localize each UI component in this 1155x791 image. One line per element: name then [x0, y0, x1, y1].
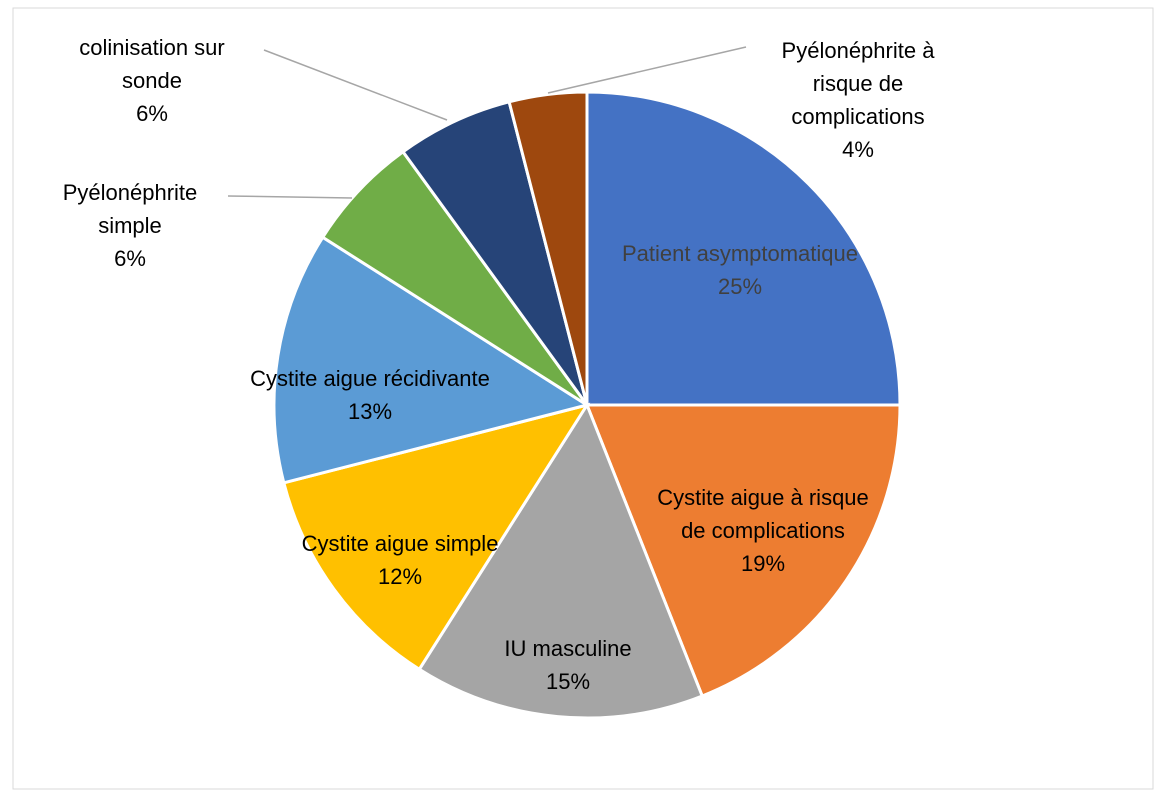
slice-label: colinisation sur sonde 6% [52, 31, 252, 130]
value-label: 12% [377, 564, 423, 589]
slice-label: Pyélonéphrite simple 6% [30, 176, 230, 275]
value-label: 13% [347, 399, 393, 424]
category-label: Cystite aigue à risque de complications [657, 484, 869, 543]
slice-label: Pyélonéphrite à risque de complications 4… [758, 34, 958, 166]
leader-line [263, 49, 448, 121]
slice-label: Cystite aigue à risque de complications 1… [643, 481, 883, 580]
value-label: 4% [842, 137, 874, 162]
pie-slice [400, 100, 589, 406]
slice-label: Cystite aigue simple 12% [280, 527, 520, 593]
pie-slice [584, 403, 902, 698]
pie-slice [272, 235, 591, 485]
slice-label: Patient asymptomatique 25% [620, 237, 860, 303]
pie-slice [320, 149, 589, 407]
value-label: 25% [717, 274, 763, 299]
category-label: Cystite aigue simple [301, 531, 499, 556]
value-label: 6% [136, 100, 168, 126]
pie-slice [507, 90, 589, 406]
slice-label: IU masculine 15% [448, 632, 688, 698]
category-label: Patient asymptomatique [621, 241, 859, 266]
category-label: IU masculine [504, 636, 632, 661]
pie-slice [282, 402, 591, 672]
category-label: Pyélonéphrite simple [62, 179, 198, 238]
category-label: colinisation sur sonde [79, 34, 225, 93]
leader-line [227, 195, 353, 199]
value-label: 6% [114, 245, 146, 271]
category-label: Cystite aigue récidivante [250, 366, 490, 391]
pie-slice [417, 401, 705, 720]
pie-slice [585, 90, 902, 407]
frame [12, 7, 1154, 790]
category-label: Pyélonéphrite à risque de complications [781, 38, 935, 129]
leader-line [547, 46, 747, 94]
slice-label: Cystite aigue récidivante 13% [250, 362, 490, 428]
value-label: 19% [740, 550, 786, 576]
value-label: 15% [545, 669, 591, 694]
